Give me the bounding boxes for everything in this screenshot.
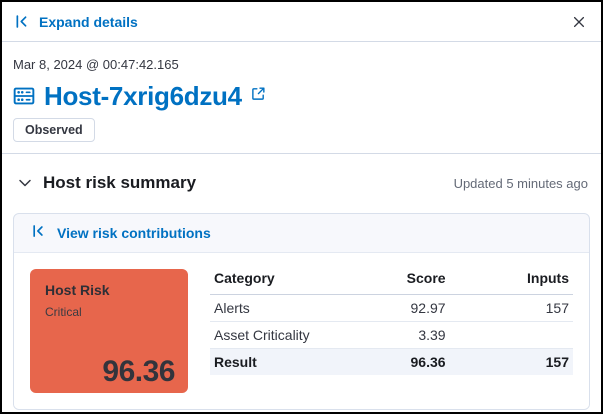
risk-summary-header: Host risk summary Updated 5 minutes ago — [13, 168, 588, 198]
column-category: Category — [210, 269, 348, 295]
arrow-start-icon[interactable] — [15, 14, 30, 29]
popout-icon[interactable] — [251, 86, 266, 101]
table-result-row: Result 96.36 157 — [210, 348, 573, 375]
status-badge: Observed — [13, 118, 95, 142]
cell-score: 92.97 — [347, 294, 450, 322]
section-divider — [2, 153, 601, 154]
column-inputs: Inputs — [449, 269, 573, 295]
cell-inputs — [449, 321, 573, 349]
flyout-header: Expand details — [2, 2, 601, 42]
risk-panel-body: Host Risk Critical 96.36 Category Score … — [14, 252, 589, 409]
record-meta: Mar 8, 2024 @ 00:47:42.165 Host-7xrig6dz… — [2, 42, 601, 142]
chevron-down-icon[interactable] — [17, 175, 33, 191]
host-title-row: Host-7xrig6dzu4 — [13, 82, 588, 110]
flyout-title[interactable]: Expand details — [39, 13, 138, 30]
host-name-link[interactable]: Host-7xrig6dzu4 — [44, 81, 242, 111]
section-title: Host risk summary — [43, 173, 197, 192]
risk-card-title: Host Risk — [45, 282, 110, 298]
close-icon[interactable] — [572, 15, 586, 29]
cell-inputs: 157 — [449, 294, 573, 322]
updated-timestamp: Updated 5 minutes ago — [453, 175, 588, 191]
risk-panel-header: View risk contributions — [14, 214, 589, 252]
cell-category: Asset Criticality — [210, 321, 348, 349]
risk-score-value: 96.36 — [102, 355, 175, 388]
timestamp: Mar 8, 2024 @ 00:47:42.165 — [13, 57, 179, 72]
table-row: Alerts 92.97 157 — [210, 294, 573, 322]
cell-inputs: 157 — [449, 348, 573, 375]
risk-level-label: Critical — [45, 305, 82, 319]
storage-icon — [13, 85, 35, 107]
cell-category: Result — [210, 348, 348, 375]
table-row: Asset Criticality 3.39 — [210, 321, 573, 349]
host-risk-card: Host Risk Critical 96.36 — [30, 269, 188, 393]
column-score: Score — [347, 269, 450, 295]
risk-summary-panel: View risk contributions Host Risk Critic… — [13, 213, 590, 410]
badge-row: Observed — [13, 118, 588, 142]
risk-contribution-table: Category Score Inputs Alerts 92.97 157 A… — [210, 269, 573, 375]
table-header-row: Category Score Inputs — [210, 269, 573, 295]
view-risk-contributions-link[interactable]: View risk contributions — [57, 225, 211, 241]
cell-category: Alerts — [210, 294, 348, 322]
cell-score: 96.36 — [347, 348, 450, 375]
cell-score: 3.39 — [347, 321, 450, 349]
arrow-start-icon[interactable] — [32, 224, 46, 243]
